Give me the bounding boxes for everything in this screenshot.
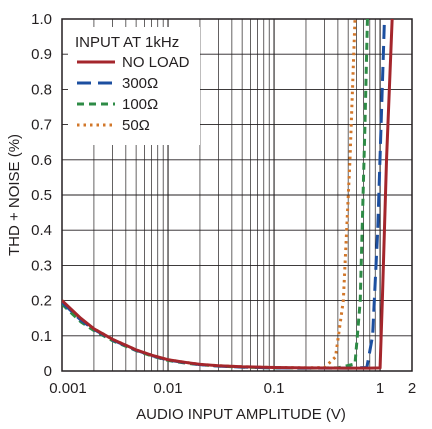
- plot-frame: [61, 18, 413, 372]
- y-axis-title: THD + NOISE (%): [6, 134, 23, 256]
- legend-label: NO LOAD: [122, 54, 190, 71]
- x-axis-ticks: 0.001 0.01 0.1 1 2: [49, 380, 416, 397]
- series-layer: [62, 19, 394, 370]
- y-tick-label: 0.8: [31, 81, 52, 98]
- y-axis-ticks: 0 0.1 0.2 0.3 0.4 0.5 0.6 0.7 0.8 0.9 1.0: [31, 11, 52, 380]
- legend-label: 50Ω: [122, 117, 150, 134]
- x-tick-label: 2: [408, 380, 416, 397]
- legend-title: INPUT AT 1kHz: [75, 34, 179, 51]
- legend-label: 300Ω: [122, 75, 158, 92]
- x-tick-label: 1: [376, 380, 384, 397]
- x-tick-label: 0.01: [153, 380, 182, 397]
- y-tick-label: 0.3: [31, 257, 52, 274]
- y-tick-label: 0.9: [31, 46, 52, 63]
- y-tick-label: 0.7: [31, 117, 52, 134]
- y-tick-label: 0.5: [31, 187, 52, 204]
- x-axis-title: AUDIO INPUT AMPLITUDE (V): [136, 406, 346, 423]
- y-tick-label: 0: [44, 363, 52, 380]
- y-tick-label: 1.0: [31, 11, 52, 28]
- series-line-no-load: [62, 19, 394, 370]
- y-tick-label: 0.4: [31, 222, 52, 239]
- x-tick-label: 0.001: [49, 380, 87, 397]
- y-tick-label: 0.6: [31, 152, 52, 169]
- x-tick-label: 0.1: [264, 380, 285, 397]
- legend: INPUT AT 1kHz NO LOAD 300Ω 100Ω 50Ω: [68, 27, 200, 145]
- legend-items: NO LOAD 300Ω 100Ω 50Ω: [77, 54, 190, 134]
- y-tick-label: 0.2: [31, 293, 52, 310]
- series-line-300: [62, 19, 386, 370]
- legend-label: 100Ω: [122, 96, 158, 113]
- y-tick-label: 0.1: [31, 328, 52, 345]
